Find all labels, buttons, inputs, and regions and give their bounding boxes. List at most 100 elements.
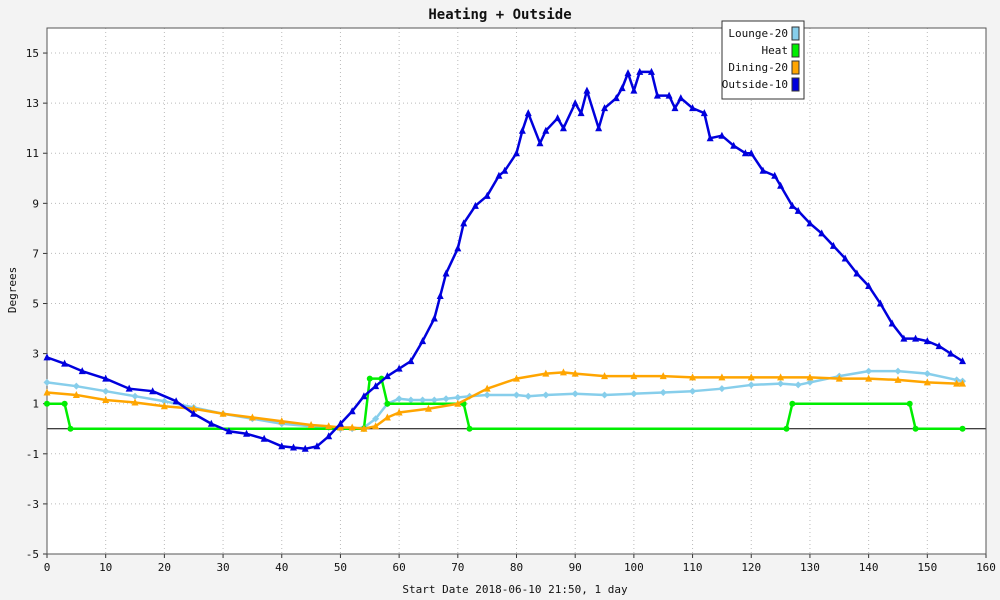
data-point-outside-10 bbox=[243, 429, 251, 437]
y-tick-label: 11 bbox=[26, 147, 39, 160]
data-point-dining-20 bbox=[953, 379, 961, 387]
data-point-outside-10 bbox=[207, 419, 215, 427]
x-axis-label: Start Date 2018-06-10 21:50, 1 day bbox=[402, 583, 628, 596]
x-tick-label: 130 bbox=[800, 561, 820, 574]
data-point-outside-10 bbox=[912, 334, 920, 342]
legend-swatch-lounge-20 bbox=[791, 26, 800, 41]
data-point-dining-20 bbox=[325, 422, 333, 430]
data-point-dining-20 bbox=[278, 417, 286, 425]
data-point-outside-10 bbox=[923, 337, 931, 345]
data-point-outside-10 bbox=[583, 86, 591, 94]
data-point-lounge-20 bbox=[794, 381, 802, 389]
data-point-lounge-20 bbox=[454, 393, 462, 401]
data-point-dining-20 bbox=[718, 373, 726, 381]
data-point-outside-10 bbox=[542, 126, 550, 134]
data-point-lounge-20 bbox=[571, 390, 579, 398]
data-point-outside-10 bbox=[630, 86, 638, 94]
data-point-dining-20 bbox=[219, 409, 227, 417]
data-point-outside-10 bbox=[618, 84, 626, 92]
legend-swatch-dining-20 bbox=[791, 60, 800, 75]
data-point-outside-10 bbox=[460, 219, 468, 227]
data-point-dining-20 bbox=[336, 423, 344, 431]
data-point-dining-20 bbox=[959, 379, 967, 387]
plot-background bbox=[47, 28, 986, 554]
data-point-outside-10 bbox=[419, 337, 427, 345]
data-point-dining-20 bbox=[835, 374, 843, 382]
series-line-heat bbox=[47, 377, 963, 431]
x-tick-label: 60 bbox=[393, 561, 406, 574]
y-tick-label: -1 bbox=[26, 448, 39, 461]
data-point-outside-10 bbox=[900, 334, 908, 342]
data-point-outside-10 bbox=[653, 91, 661, 99]
y-axis-label: Degrees bbox=[6, 267, 19, 313]
data-point-outside-10 bbox=[278, 442, 286, 450]
y-tick-label: 3 bbox=[32, 348, 39, 361]
y-tick-label: 9 bbox=[32, 197, 39, 210]
data-point-dining-20 bbox=[383, 413, 391, 421]
data-point-lounge-20 bbox=[513, 391, 520, 399]
y-tick-label: 7 bbox=[32, 247, 39, 260]
data-point-dining-20 bbox=[894, 375, 902, 383]
data-point-outside-10 bbox=[149, 387, 157, 395]
data-point-outside-10 bbox=[360, 392, 368, 400]
data-point-lounge-20 bbox=[43, 378, 51, 386]
data-point-outside-10 bbox=[665, 91, 673, 99]
data-point-dining-20 bbox=[571, 369, 579, 377]
data-point-dining-20 bbox=[747, 373, 755, 381]
data-point-outside-10 bbox=[747, 149, 755, 157]
data-point-lounge-20 bbox=[659, 388, 667, 396]
data-point-outside-10 bbox=[559, 124, 567, 132]
data-point-dining-20 bbox=[806, 373, 814, 381]
x-tick-label: 70 bbox=[451, 561, 464, 574]
data-point-lounge-20 bbox=[630, 390, 638, 398]
data-point-lounge-20 bbox=[718, 385, 726, 393]
data-point-lounge-20 bbox=[372, 415, 380, 423]
legend-label-heat: Heat bbox=[762, 44, 789, 57]
data-point-outside-10 bbox=[759, 166, 767, 174]
plot-area: 0 10 20 30 40 50 60 70 80 90 100 110 120 130 140 150 160… bbox=[26, 27, 996, 574]
data-point-heat bbox=[61, 400, 68, 407]
data-point-outside-10 bbox=[172, 397, 180, 405]
data-point-outside-10 bbox=[78, 367, 86, 375]
x-tick-label: 110 bbox=[683, 561, 703, 574]
data-point-heat bbox=[912, 425, 919, 432]
data-point-outside-10 bbox=[125, 384, 133, 392]
data-point-outside-10 bbox=[518, 126, 526, 134]
data-point-outside-10 bbox=[524, 109, 532, 117]
data-point-lounge-20 bbox=[419, 396, 427, 404]
data-point-lounge-20 bbox=[395, 395, 403, 403]
data-point-outside-10 bbox=[612, 94, 620, 102]
data-point-lounge-20 bbox=[131, 392, 139, 400]
data-point-lounge-20 bbox=[601, 391, 609, 399]
data-point-outside-10 bbox=[677, 94, 685, 102]
data-point-outside-10 bbox=[601, 104, 609, 112]
data-point-outside-10 bbox=[865, 281, 873, 289]
data-point-heat bbox=[959, 425, 966, 432]
data-point-heat bbox=[384, 400, 391, 407]
plot-frame bbox=[46, 27, 987, 555]
data-point-outside-10 bbox=[495, 171, 503, 179]
data-point-dining-20 bbox=[659, 372, 667, 380]
data-point-dining-20 bbox=[865, 374, 873, 382]
data-point-dining-20 bbox=[372, 422, 380, 430]
data-point-dining-20 bbox=[190, 404, 198, 412]
data-point-lounge-20 bbox=[865, 367, 873, 375]
data-point-dining-20 bbox=[72, 390, 80, 398]
data-point-outside-10 bbox=[102, 374, 110, 382]
data-point-outside-10 bbox=[671, 104, 679, 112]
data-point-outside-10 bbox=[771, 171, 779, 179]
x-tick-label: 30 bbox=[216, 561, 229, 574]
data-point-dining-20 bbox=[395, 408, 403, 416]
data-point-dining-20 bbox=[601, 372, 609, 380]
data-point-outside-10 bbox=[313, 442, 321, 450]
data-point-dining-20 bbox=[102, 395, 110, 403]
data-point-outside-10 bbox=[730, 141, 738, 149]
data-point-outside-10 bbox=[571, 99, 579, 107]
data-point-dining-20 bbox=[542, 369, 550, 377]
x-tick-label: 150 bbox=[917, 561, 937, 574]
data-point-lounge-20 bbox=[102, 387, 110, 395]
legend-swatch-outside-10 bbox=[791, 77, 800, 92]
data-point-dining-20 bbox=[307, 421, 315, 429]
data-point-dining-20 bbox=[43, 388, 51, 396]
